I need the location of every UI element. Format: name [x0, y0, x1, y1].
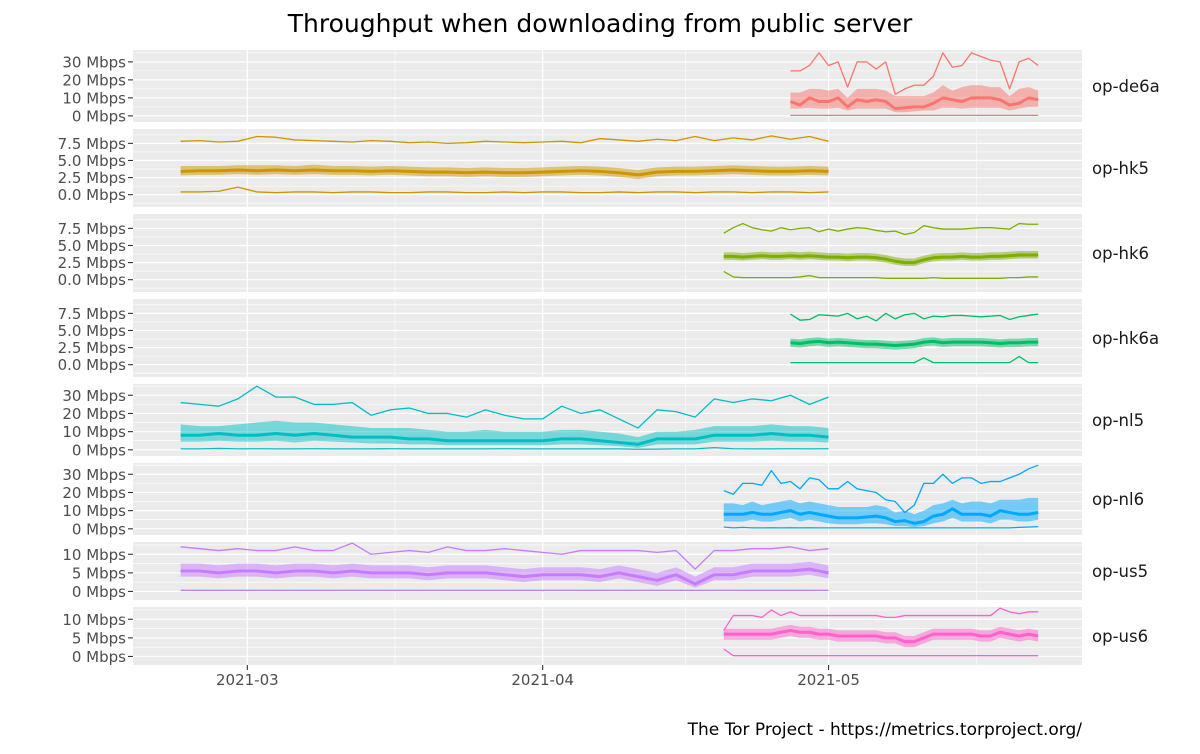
y-tick-label: 2.5 Mbps	[58, 339, 127, 357]
x-tick-label: 2021-05	[797, 671, 860, 689]
y-tick-label: 7.5 Mbps	[58, 305, 127, 323]
panel-background	[133, 214, 1082, 292]
y-tick-label: 5 Mbps	[72, 629, 126, 647]
y-tick-label: 30 Mbps	[62, 466, 126, 484]
chart-caption: The Tor Project - https://metrics.torpro…	[687, 720, 1083, 740]
y-tick-label: 0.0 Mbps	[58, 356, 127, 374]
y-tick-label: 20 Mbps	[62, 71, 126, 89]
facet-strip-label: op-hk5	[1092, 159, 1149, 178]
y-tick-label: 2.5 Mbps	[58, 254, 127, 272]
x-tick-label: 2021-04	[511, 671, 574, 689]
facet-strip-label: op-hk6a	[1092, 329, 1159, 348]
y-tick-label: 0 Mbps	[72, 107, 126, 125]
y-tick-label: 0.0 Mbps	[58, 186, 127, 204]
y-tick-label: 0 Mbps	[72, 648, 126, 666]
panel-background	[133, 299, 1082, 377]
y-tick-label: 20 Mbps	[62, 484, 126, 502]
y-tick-label: 10 Mbps	[62, 546, 126, 564]
y-tick-label: 10 Mbps	[62, 611, 126, 629]
y-tick-label: 10 Mbps	[62, 502, 126, 520]
y-tick-label: 20 Mbps	[62, 405, 126, 423]
y-tick-label: 5 Mbps	[72, 564, 126, 582]
y-tick-label: 5.0 Mbps	[58, 237, 127, 255]
facet-strip-label: op-nl6	[1092, 490, 1144, 509]
y-tick-label: 7.5 Mbps	[58, 135, 127, 153]
y-tick-label: 0.0 Mbps	[58, 271, 127, 289]
y-tick-label: 7.5 Mbps	[58, 220, 127, 238]
y-tick-label: 0 Mbps	[72, 583, 126, 601]
y-tick-label: 5.0 Mbps	[58, 152, 127, 170]
facet-strip-label: op-us5	[1092, 562, 1148, 581]
y-tick-label: 10 Mbps	[62, 89, 126, 107]
x-tick-label: 2021-03	[216, 671, 279, 689]
chart-title: Throughput when downloading from public …	[287, 9, 913, 38]
y-tick-label: 0 Mbps	[72, 441, 126, 459]
facet-strip-label: op-nl5	[1092, 411, 1144, 430]
y-tick-label: 5.0 Mbps	[58, 322, 127, 340]
y-tick-label: 2.5 Mbps	[58, 169, 127, 187]
y-tick-label: 30 Mbps	[62, 53, 126, 71]
facet-strip-label: op-us6	[1092, 627, 1148, 646]
facet-strip-label: op-hk6	[1092, 244, 1149, 263]
x-axis: 2021-03 2021-04 2021-05	[216, 665, 860, 689]
y-tick-label: 10 Mbps	[62, 423, 126, 441]
y-tick-label: 30 Mbps	[62, 387, 126, 405]
facet-strip-label: op-de6a	[1092, 77, 1160, 96]
y-tick-label: 0 Mbps	[72, 520, 126, 538]
